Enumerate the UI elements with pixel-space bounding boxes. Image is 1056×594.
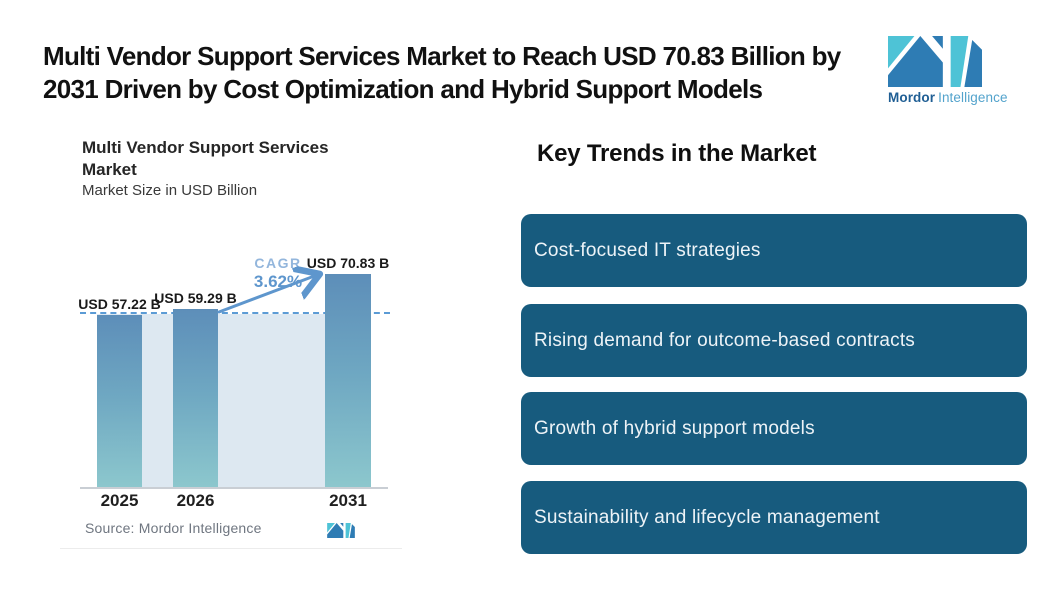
- bar-value-label: USD 59.29 B: [154, 290, 237, 306]
- chart-divider: [60, 548, 402, 549]
- brand-logo: Mordor Intelligence: [888, 36, 1038, 105]
- chart-title-line1: Multi Vendor Support Services: [82, 138, 329, 157]
- brand-wordmark: Mordor Intelligence: [888, 90, 1038, 105]
- brand-name-light: Intelligence: [938, 90, 1008, 105]
- mordor-logo-small-icon: [327, 523, 355, 538]
- trend-card-label: Growth of hybrid support models: [534, 417, 815, 439]
- x-axis-tick-label: 2026: [176, 491, 215, 510]
- bar-2026: [173, 309, 218, 487]
- chart-title-line2: Market: [82, 160, 137, 179]
- brand-name-bold: Mordor: [888, 90, 936, 105]
- bar-2031: [325, 274, 371, 487]
- trend-card-label: Rising demand for outcome-based contract…: [534, 329, 916, 351]
- reference-dashed-line: [80, 312, 390, 314]
- trends-heading: Key Trends in the Market: [537, 140, 817, 167]
- trend-card-label: Cost-focused IT strategies: [534, 239, 761, 261]
- page-title: Multi Vendor Support Services Market to …: [43, 40, 841, 106]
- mordor-logo-icon: [888, 36, 982, 87]
- cagr-label: CAGR: [254, 255, 302, 271]
- bar-value-label: USD 70.83 B: [306, 255, 390, 271]
- page-title-line1: Multi Vendor Support Services Market to …: [43, 41, 841, 71]
- cagr-arrow-icon: [217, 255, 335, 314]
- source-note: Source: Mordor Intelligence: [85, 520, 262, 536]
- x-axis-tick-label: 2031: [329, 491, 367, 510]
- trend-card-label: Sustainability and lifecycle management: [534, 506, 880, 528]
- chart-subtitle: Market Size in USD Billion: [82, 182, 258, 199]
- trend-card: Cost-focused IT strategies: [521, 214, 1027, 287]
- chart-title: Multi Vendor Support Services Market: [82, 137, 329, 181]
- x-axis-line: [80, 487, 388, 489]
- x-axis-tick-label: 2025: [100, 491, 139, 510]
- trend-card: Growth of hybrid support models: [521, 392, 1027, 465]
- bar-value-label: USD 57.22 B: [78, 296, 161, 312]
- trend-card: Sustainability and lifecycle management: [521, 481, 1027, 554]
- trend-card: Rising demand for outcome-based contract…: [521, 304, 1027, 377]
- page-title-line2: 2031 Driven by Cost Optimization and Hyb…: [43, 74, 763, 104]
- bar-2025: [97, 315, 142, 487]
